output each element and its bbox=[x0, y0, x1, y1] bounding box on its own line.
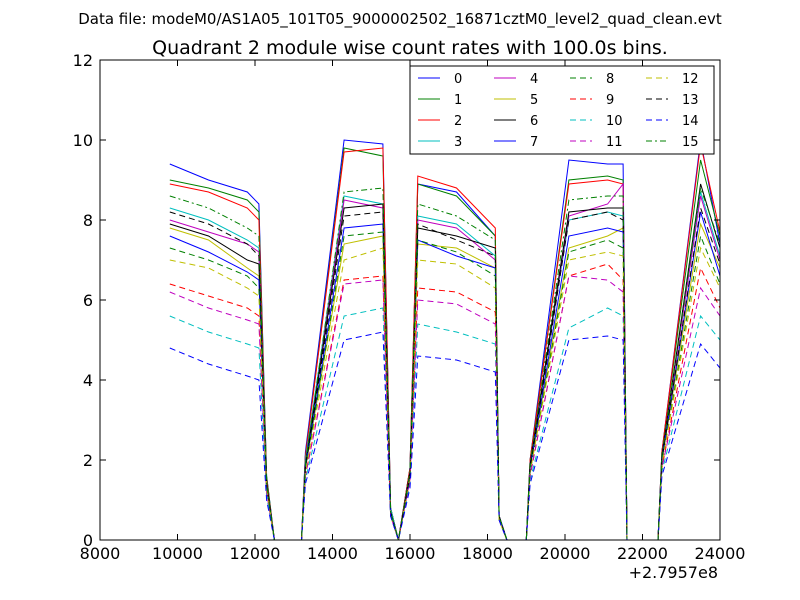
y-tick-label: 12 bbox=[73, 51, 93, 70]
legend-label-11: 11 bbox=[606, 135, 623, 150]
series-line-11 bbox=[169, 275, 721, 541]
series-line-3 bbox=[169, 191, 721, 541]
legend-label-8: 8 bbox=[606, 72, 614, 87]
plot-frame bbox=[99, 59, 721, 541]
series-line-4 bbox=[169, 182, 721, 541]
legend-label-10: 10 bbox=[606, 114, 623, 129]
chart-title: Quadrant 2 module wise count rates with … bbox=[152, 37, 668, 59]
series-line-13 bbox=[169, 207, 721, 541]
x-tick-label: 14000 bbox=[307, 544, 358, 563]
series-line-8 bbox=[169, 231, 721, 541]
y-tick-label: 2 bbox=[83, 451, 93, 470]
y-tick-label: 0 bbox=[83, 531, 93, 550]
y-tick-label: 8 bbox=[83, 211, 93, 230]
series-line-10 bbox=[169, 307, 721, 542]
legend-label-3: 3 bbox=[454, 135, 462, 150]
series-line-1 bbox=[169, 147, 721, 541]
x-tick-label: 22000 bbox=[617, 544, 668, 563]
ticks-layer: 8000 10000 12000 14000 16000 18000 20000 22000 2… bbox=[73, 51, 746, 563]
x-tick-label: 8000 bbox=[80, 544, 121, 563]
legend-label-9: 9 bbox=[606, 93, 614, 108]
series-line-12 bbox=[169, 246, 721, 541]
series-line-9 bbox=[169, 263, 721, 541]
y-tick-label: 10 bbox=[73, 131, 93, 150]
series-line-14 bbox=[169, 331, 721, 542]
legend-label-1: 1 bbox=[454, 93, 462, 108]
x-tick-label: 16000 bbox=[385, 544, 436, 563]
series-line-2 bbox=[169, 143, 721, 541]
legend-label-5: 5 bbox=[530, 93, 538, 108]
series-line-5 bbox=[169, 222, 721, 541]
suptitle: Data file: modeM0/AS1A05_101T05_90000025… bbox=[78, 10, 722, 29]
legend-label-15: 15 bbox=[682, 135, 699, 150]
series-line-15 bbox=[169, 187, 721, 541]
legend-label-4: 4 bbox=[530, 72, 538, 87]
x-tick-label: 18000 bbox=[462, 544, 513, 563]
legend-label-13: 13 bbox=[682, 93, 699, 108]
series-line-6 bbox=[169, 183, 721, 541]
series-line-0 bbox=[169, 139, 721, 541]
x-offset-label: +2.7957e8 bbox=[629, 563, 718, 582]
legend-label-0: 0 bbox=[454, 72, 462, 87]
x-tick-label: 20000 bbox=[540, 544, 591, 563]
x-tick-label: 24000 bbox=[695, 544, 746, 563]
legend-label-2: 2 bbox=[454, 114, 462, 129]
series-layer bbox=[169, 139, 721, 542]
legend-label-7: 7 bbox=[530, 135, 538, 150]
y-tick-label: 4 bbox=[83, 371, 93, 390]
x-tick-label: 12000 bbox=[230, 544, 281, 563]
legend-label-14: 14 bbox=[682, 114, 699, 129]
y-tick-label: 6 bbox=[83, 291, 93, 310]
legend-label-12: 12 bbox=[682, 72, 699, 87]
series-line-7 bbox=[169, 211, 721, 541]
legend-label-6: 6 bbox=[530, 114, 538, 129]
x-tick-label: 10000 bbox=[152, 544, 203, 563]
legend-box bbox=[409, 65, 715, 155]
